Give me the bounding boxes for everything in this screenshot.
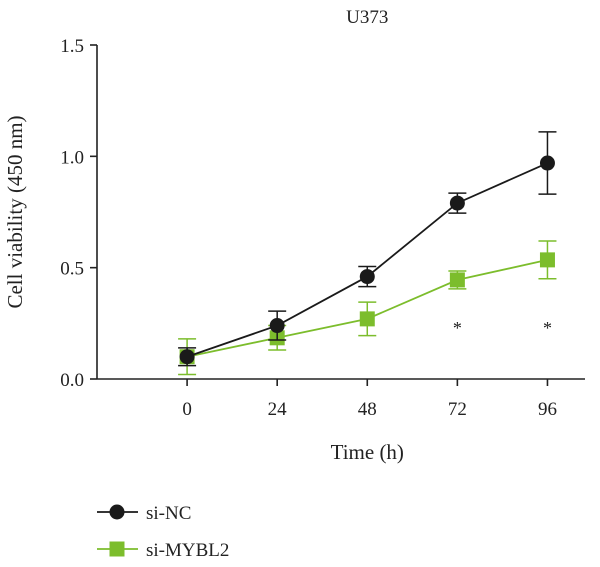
legend-marker bbox=[109, 541, 125, 557]
axes: 0.0 0.5 1.0 1.5 0 24 48 72 96 bbox=[60, 36, 585, 420]
series-layer bbox=[178, 131, 557, 376]
data-point bbox=[539, 252, 555, 268]
data-point bbox=[539, 155, 555, 171]
y-tick-label: 0.0 bbox=[60, 370, 84, 391]
data-point bbox=[449, 195, 465, 211]
x-tick-label: 72 bbox=[448, 399, 467, 420]
significance-marker: * bbox=[543, 318, 552, 338]
x-tick-label: 0 bbox=[182, 399, 192, 420]
y-axis-title: Cell viability (450 nm) bbox=[3, 115, 27, 308]
x-tick-label: 24 bbox=[268, 399, 288, 420]
legend: si-NC si-MYBL2 bbox=[97, 503, 229, 561]
data-point bbox=[269, 318, 285, 334]
legend-item: si-MYBL2 bbox=[97, 540, 229, 561]
y-tick-label: 0.5 bbox=[60, 259, 84, 280]
significance-marker: * bbox=[453, 318, 462, 338]
legend-label: si-NC bbox=[146, 503, 191, 524]
chart-title: U373 bbox=[346, 7, 388, 28]
data-point bbox=[179, 349, 195, 365]
annotation-layer: * * bbox=[453, 318, 552, 338]
legend-item: si-NC bbox=[97, 503, 191, 524]
data-point bbox=[359, 269, 375, 285]
data-point bbox=[449, 272, 465, 288]
legend-label: si-MYBL2 bbox=[146, 540, 229, 561]
y-tick-label: 1.0 bbox=[60, 147, 84, 168]
legend-marker bbox=[109, 504, 125, 520]
x-tick-label: 48 bbox=[358, 399, 377, 420]
x-tick-label: 96 bbox=[538, 399, 557, 420]
y-tick-label: 1.5 bbox=[60, 36, 84, 57]
series-si-NC bbox=[178, 131, 557, 367]
series-si-MYBL2 bbox=[178, 240, 557, 376]
x-axis-title: Time (h) bbox=[331, 440, 404, 464]
data-point bbox=[359, 311, 375, 327]
